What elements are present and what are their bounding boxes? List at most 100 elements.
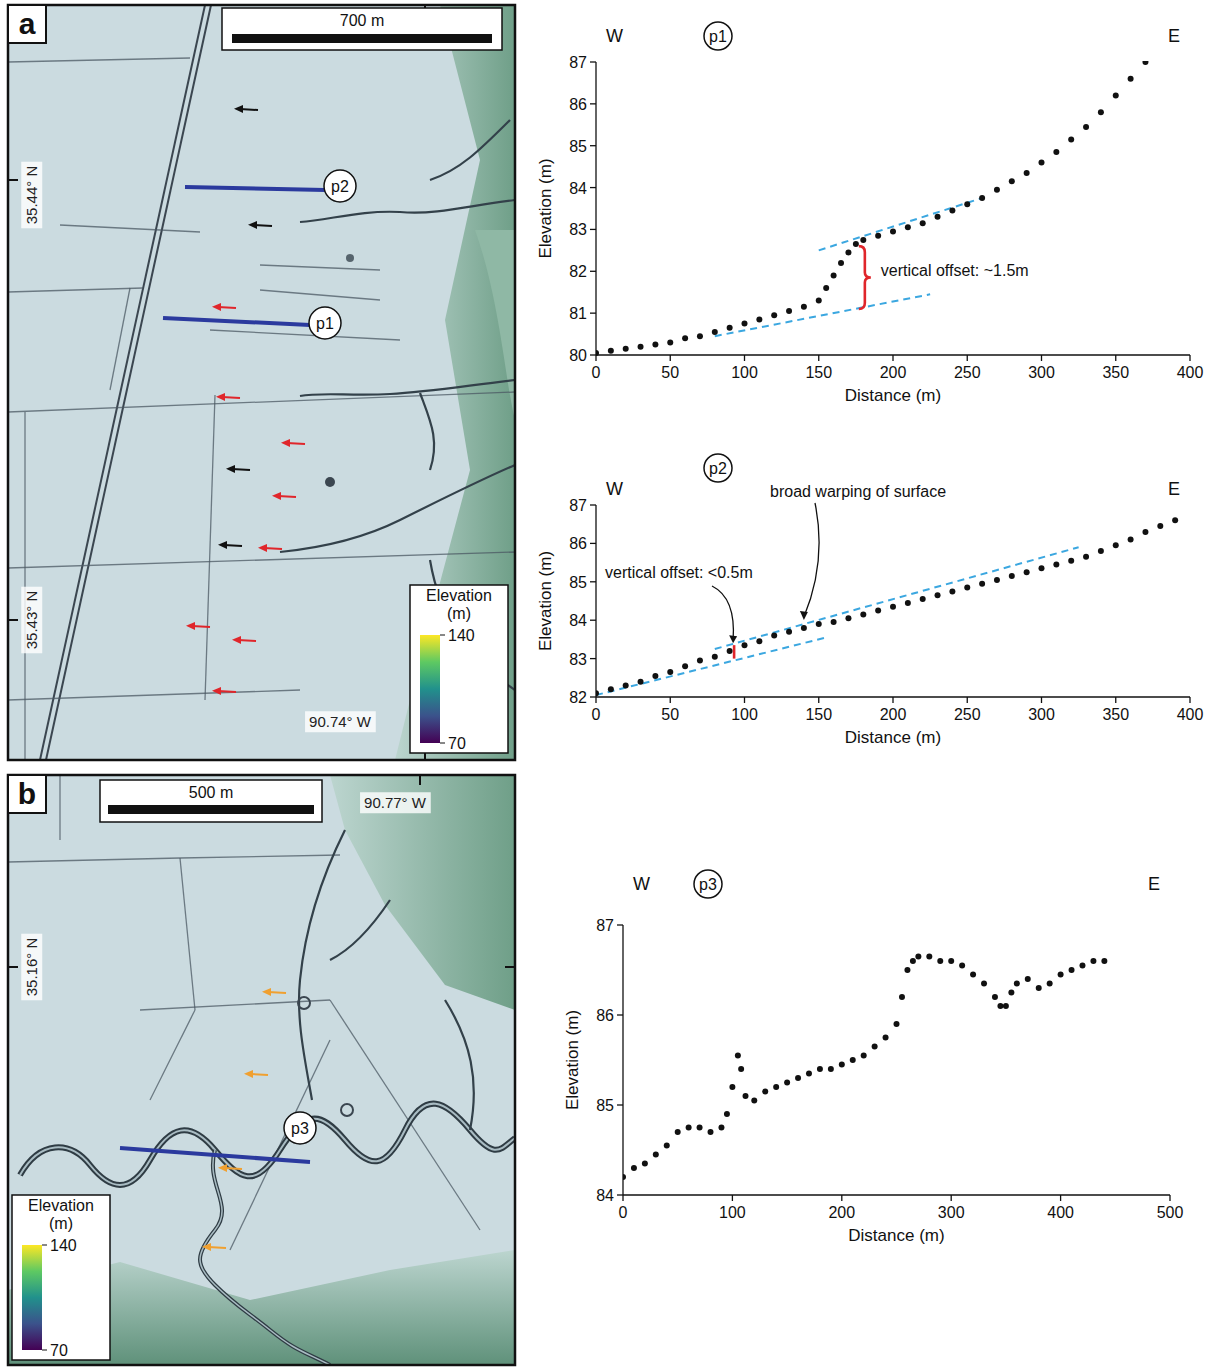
data-point xyxy=(910,958,916,964)
x-axis-title: Distance (m) xyxy=(845,728,941,747)
colorbar-tick-label: 70 xyxy=(448,735,466,752)
x-tick xyxy=(951,1195,952,1201)
stream xyxy=(420,393,434,470)
data-point xyxy=(915,954,921,960)
pond xyxy=(346,254,354,262)
colorbar-box xyxy=(12,1195,110,1360)
y-tick-label: 80 xyxy=(569,347,587,364)
scale-bar xyxy=(108,805,314,814)
x-tick-label: 400 xyxy=(1047,1204,1074,1221)
data-point xyxy=(860,237,866,243)
direction-label: W xyxy=(606,26,623,46)
x-tick-label: 50 xyxy=(661,706,679,723)
y-tick xyxy=(590,581,596,582)
y-tick-label: 85 xyxy=(569,574,587,591)
x-tick xyxy=(892,355,893,361)
x-tick xyxy=(1041,355,1042,361)
data-point xyxy=(727,648,733,654)
arrow-head xyxy=(218,541,227,549)
x-tick xyxy=(892,697,893,703)
field-boundary xyxy=(8,552,515,568)
direction-label: E xyxy=(1168,26,1180,46)
arrow-head xyxy=(186,622,195,630)
data-point xyxy=(890,604,896,610)
field-boundary xyxy=(8,690,300,700)
x-tick-label: 150 xyxy=(805,364,832,381)
arrow-head xyxy=(258,544,267,552)
y-tick-label: 84 xyxy=(569,612,587,629)
data-point xyxy=(1003,1003,1009,1009)
scale-label: 500 m xyxy=(189,784,233,801)
data-point xyxy=(828,1066,834,1072)
data-point xyxy=(682,663,688,669)
data-point xyxy=(1008,990,1014,996)
map-border xyxy=(8,5,515,760)
data-point xyxy=(784,1080,790,1086)
data-point xyxy=(623,682,629,688)
colorbar-tick xyxy=(440,635,445,636)
profile-label: p2 xyxy=(331,178,349,195)
data-point xyxy=(638,679,644,685)
data-point xyxy=(682,335,688,341)
fit-line xyxy=(715,294,930,336)
data-point xyxy=(948,958,954,964)
colorbar-tick xyxy=(42,1350,47,1351)
data-point xyxy=(708,1129,714,1135)
pond xyxy=(341,1104,353,1116)
data-point xyxy=(1083,124,1089,130)
panel-letter: a xyxy=(19,7,36,40)
data-point xyxy=(735,1053,741,1059)
data-point xyxy=(1025,976,1031,982)
data-point xyxy=(1039,565,1045,571)
field-boundary xyxy=(60,225,200,232)
stream xyxy=(430,120,510,180)
field-boundary xyxy=(24,412,25,760)
border-tick xyxy=(419,775,421,785)
data-point xyxy=(801,304,807,310)
data-point xyxy=(771,312,777,318)
data-point xyxy=(686,1125,692,1131)
data-point xyxy=(1098,548,1104,554)
fit-line xyxy=(819,198,982,250)
map-border xyxy=(8,775,515,1365)
data-point xyxy=(762,1089,768,1095)
stream xyxy=(280,465,515,552)
chart-title: p3 xyxy=(699,876,717,893)
data-point xyxy=(850,1057,856,1063)
y-tick-label: 82 xyxy=(569,263,587,280)
label-box xyxy=(21,162,42,229)
stream xyxy=(330,900,390,960)
arrow-head xyxy=(202,1243,211,1251)
y-tick xyxy=(590,229,596,230)
x-tick-label: 300 xyxy=(1028,364,1055,381)
border-tick xyxy=(505,966,515,968)
data-point xyxy=(652,673,658,679)
x-tick-label: 350 xyxy=(1102,706,1129,723)
label-box xyxy=(305,711,376,732)
data-point xyxy=(949,588,955,594)
scale-box xyxy=(222,8,502,50)
data-point xyxy=(664,1143,670,1149)
x-tick-label: 200 xyxy=(880,706,907,723)
data-point xyxy=(712,329,718,335)
data-point xyxy=(631,1165,637,1171)
data-point xyxy=(905,224,911,230)
x-tick xyxy=(818,697,819,703)
colorbar-tick xyxy=(42,1245,47,1246)
y-tick-label: 81 xyxy=(569,305,587,322)
stream xyxy=(300,200,515,222)
data-point xyxy=(771,633,777,639)
data-point xyxy=(1036,985,1042,991)
x-tick xyxy=(732,1195,733,1201)
label-box xyxy=(21,587,42,654)
direction-label: W xyxy=(606,479,623,499)
y-tick-label: 84 xyxy=(596,1187,614,1204)
data-point xyxy=(638,344,644,350)
profile-marker xyxy=(284,1112,316,1144)
y-tick xyxy=(617,1014,623,1015)
panel-letter-box xyxy=(8,5,46,43)
label-box xyxy=(360,792,431,813)
data-point xyxy=(816,298,822,304)
data-point xyxy=(743,1093,749,1099)
x-tick xyxy=(967,355,968,361)
